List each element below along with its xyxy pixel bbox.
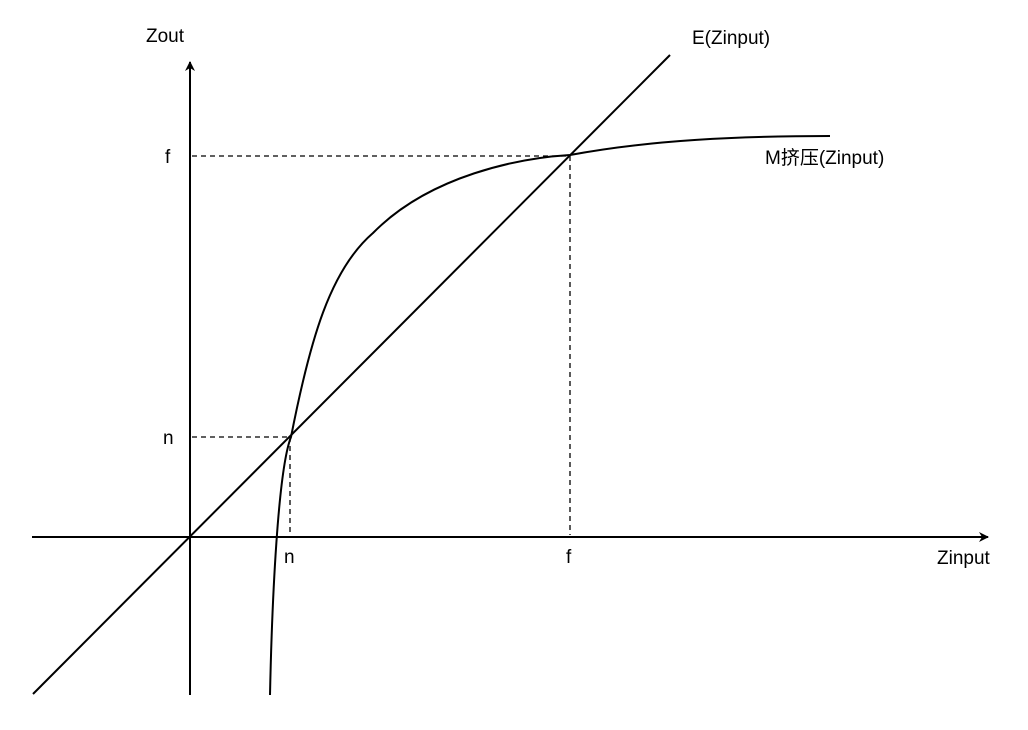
x-axis-label: Zinput (937, 548, 991, 569)
identity-line-label: E(Zinput) (692, 28, 770, 49)
x-tick-n-label: n (284, 547, 295, 568)
squeeze-curve-label: M挤压(Zinput) (765, 147, 884, 169)
y-axis-label: Zout (146, 26, 185, 47)
identity-line (32, 54, 671, 695)
x-tick-f-label: f (566, 547, 572, 568)
y-tick-f-label: f (165, 147, 171, 168)
squeeze-curve (269, 135, 831, 696)
y-tick-n-label: n (163, 428, 174, 449)
